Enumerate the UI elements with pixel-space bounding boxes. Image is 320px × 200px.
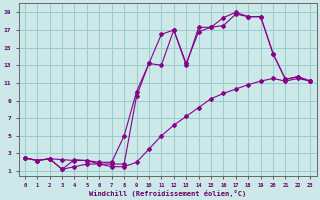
X-axis label: Windchill (Refroidissement éolien,°C): Windchill (Refroidissement éolien,°C) <box>89 190 246 197</box>
